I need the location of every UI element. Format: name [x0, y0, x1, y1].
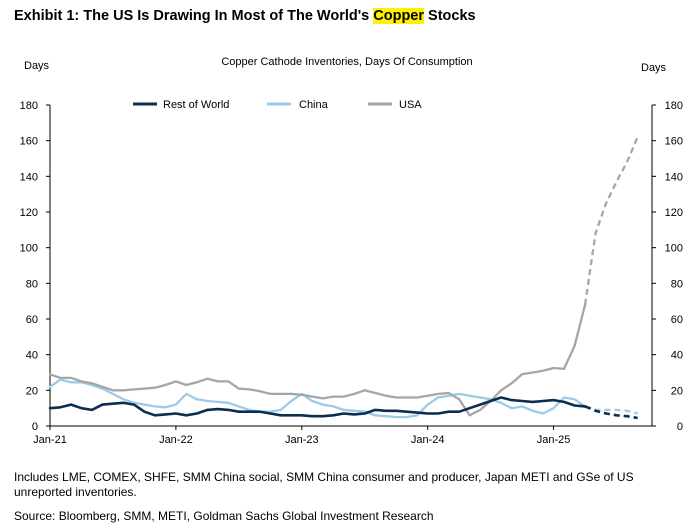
x-tick-label: Jan-23: [285, 434, 319, 446]
y-tick-label-right: 120: [665, 207, 683, 219]
title-end: Stocks: [424, 8, 476, 24]
x-tick-label: Jan-22: [159, 434, 193, 446]
y-tick-label-right: 160: [665, 136, 683, 148]
y-tick-label-right: 100: [665, 243, 683, 255]
series-forecast-china: [584, 405, 638, 415]
y-tick-label-left: 20: [26, 385, 38, 397]
y-tick-label-left: 0: [32, 421, 38, 433]
chart-title: Copper Cathode Inventories, Days Of Cons…: [221, 56, 472, 68]
y-axis-right: 0 20 40 60 80 100 120 140 160 180: [651, 100, 683, 433]
y-axis-label-left: Days: [24, 60, 50, 72]
y-tick-label-left: 120: [20, 207, 38, 219]
exhibit-title: Exhibit 1: The US Is Drawing In Most of …: [14, 8, 476, 24]
series-line-china: [48, 378, 587, 419]
y-tick-label-left: 80: [26, 278, 38, 290]
x-tick-label: Jan-24: [411, 434, 445, 446]
series-forecast-rest-of-world: [584, 405, 638, 420]
y-tick-label-right: 140: [665, 171, 683, 183]
x-tick-label: Jan-21: [33, 434, 67, 446]
series-line-rest-of-world: [48, 396, 587, 418]
legend-label: Rest of World: [163, 99, 229, 111]
series-line-usa: [48, 303, 587, 417]
title-main: Exhibit 1: The US Is Drawing In Most of …: [14, 8, 374, 24]
y-tick-label-right: 180: [665, 100, 683, 112]
chart: Copper Cathode Inventories, Days Of Cons…: [20, 56, 683, 446]
y-tick-label-left: 100: [20, 243, 38, 255]
title-highlight: Copper: [373, 8, 425, 24]
series-layer: [48, 136, 639, 420]
y-tick-label-left: 60: [26, 314, 38, 326]
x-tick-label: Jan-25: [537, 434, 571, 446]
y-tick-label-left: 140: [20, 171, 38, 183]
x-axis: Jan-21 Jan-22 Jan-23 Jan-24 Jan-25: [33, 425, 652, 446]
footnote: Includes LME, COMEX, SHFE, SMM China soc…: [14, 470, 634, 499]
y-tick-label-left: 160: [20, 136, 38, 148]
y-tick-label-left: 40: [26, 350, 38, 362]
y-axis-left: 0 20 40 60 80 100 120 140 160 180: [20, 100, 51, 433]
y-tick-label-right: 40: [671, 350, 683, 362]
y-tick-label-right: 20: [671, 385, 683, 397]
legend: Rest of World China USA: [133, 99, 422, 111]
y-tick-label-right: 0: [677, 421, 683, 433]
series-forecast-usa: [583, 136, 639, 305]
legend-label: USA: [399, 99, 422, 111]
y-tick-label-right: 80: [671, 278, 683, 290]
y-axis-label-right: Days: [641, 62, 667, 74]
y-tick-label-right: 60: [671, 314, 683, 326]
legend-label: China: [299, 99, 329, 111]
source-line: Source: Bloomberg, SMM, METI, Goldman Sa…: [14, 509, 434, 523]
y-tick-label-left: 180: [20, 100, 38, 112]
